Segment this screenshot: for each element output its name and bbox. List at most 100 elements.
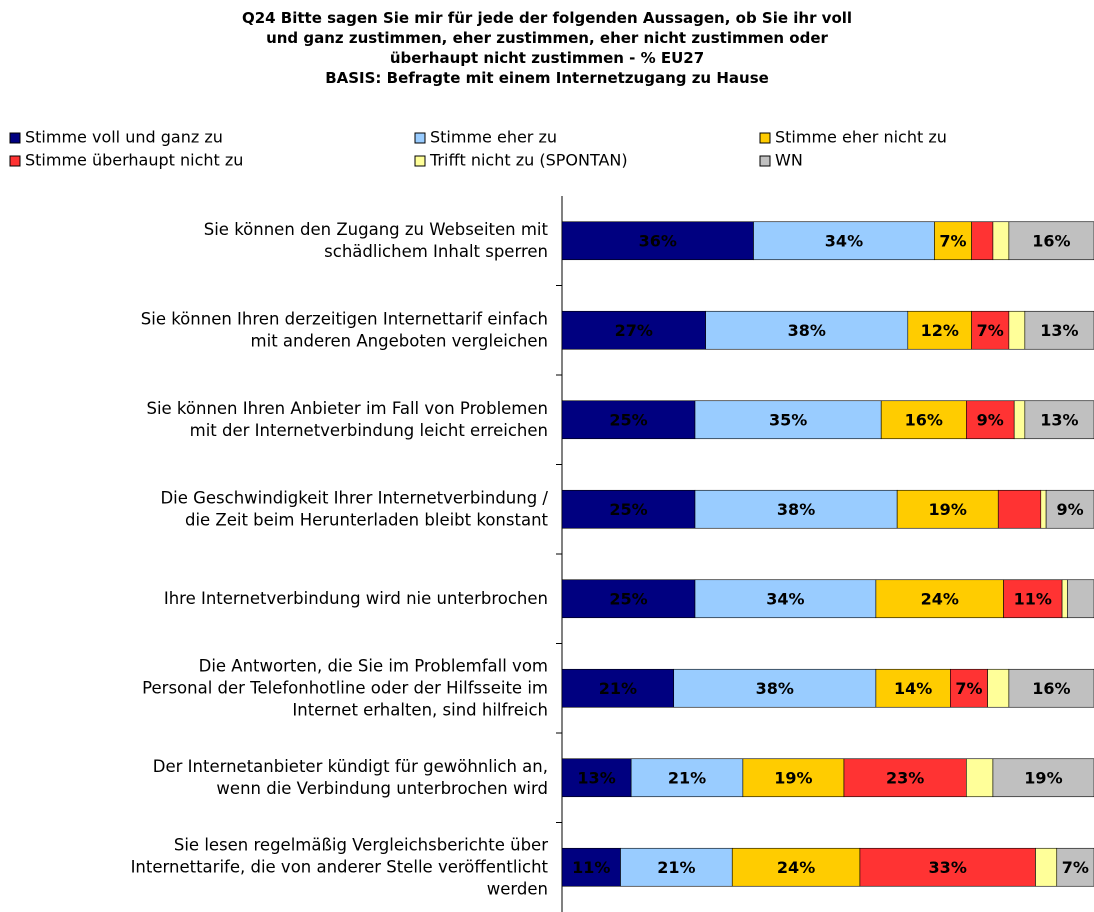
bar-segment [1045,489,1094,529]
value-label: 11% [572,858,610,877]
value-label: 25% [609,410,647,429]
bar-segment [971,221,994,261]
bar-segment [934,221,972,261]
chart-title: Q24 Bitte sagen Sie mir für jede der fol… [242,9,852,87]
value-label: 24% [777,858,815,877]
bar-segment [561,668,675,708]
bar-segment [880,400,967,440]
bar-segment [971,310,1010,350]
value-label: 13% [577,768,615,787]
value-label: 13% [1040,410,1078,429]
value-label: 16% [1032,679,1070,698]
value-label: 24% [921,589,959,608]
bar-segment [1024,310,1094,350]
bar-segment [950,668,988,708]
value-label: 7% [977,321,1004,340]
value-label: 25% [609,589,647,608]
category-label: Sie können Ihren Anbieter im Fall von Pr… [146,398,548,439]
bar-segment [705,310,909,350]
legend-swatch [759,132,771,144]
value-label: 38% [756,679,794,698]
bar-segment [694,400,882,440]
bar-segment [1008,310,1026,350]
bar-segment [1003,579,1063,619]
bar-segment [1008,668,1094,708]
legend-swatch [414,155,426,167]
bar-segment [1024,400,1094,440]
bar-segment [966,400,1015,440]
bar-segment [694,489,898,529]
value-label: 16% [1032,231,1070,250]
legend-swatch [759,155,771,167]
bar-segment [561,221,754,261]
bar-segment [742,758,845,798]
bar-segment [966,758,994,798]
legend-swatch [9,155,21,167]
value-label: 7% [955,679,982,698]
bar-segment [987,668,1010,708]
bar-segment [1040,489,1047,529]
legend-label: Stimme voll und ganz zu [25,128,223,147]
value-label: 27% [615,321,653,340]
category-label: Der Internetanbieter kündigt für gewöhnl… [153,756,548,797]
category-label: Die Geschwindigkeit Ihrer Internetverbin… [160,488,548,529]
category-label: Die Antworten, die Sie im Problemfall vo… [142,656,548,719]
bar-segment [620,847,733,887]
value-label: 23% [886,768,924,787]
value-label: 7% [939,231,966,250]
value-label: 11% [1014,589,1052,608]
bar-segment [992,758,1094,798]
value-label: 12% [921,321,959,340]
value-label: 19% [1024,768,1062,787]
value-label: 34% [766,589,804,608]
category-label: Sie können den Zugang zu Webseiten mit sc… [204,219,549,260]
legend-label: Trifft nicht zu (SPONTAN) [429,151,628,170]
bar-segment [694,579,877,619]
bar-segment [561,310,706,350]
value-label: 25% [609,500,647,519]
bar-segment [896,489,999,529]
bar-segment [1008,221,1094,261]
value-label: 21% [657,858,695,877]
value-label: 7% [1062,858,1089,877]
bar-segment [907,310,972,350]
legend-label: Stimme überhaupt nicht zu [25,151,243,170]
value-label: 21% [668,768,706,787]
category-label: Sie können Ihren derzeitigen Internettar… [141,309,548,350]
bar-segment [1056,847,1094,887]
bar-segment [673,668,877,708]
value-label: 9% [1056,500,1083,519]
bar-segment [630,758,744,798]
bar-segment [561,579,696,619]
value-label: 33% [929,858,967,877]
bar-segment [561,400,696,440]
legend-label: WN [775,151,803,170]
category-label: Sie lesen regelmäßig Vergleichsberichte … [131,835,549,898]
bar-segment [859,847,1036,887]
value-label: 14% [894,679,932,698]
legend-swatch [414,132,426,144]
value-label: 36% [639,231,677,250]
value-label: 38% [777,500,815,519]
value-label: 19% [929,500,967,519]
value-label: 38% [788,321,826,340]
legend-label: Stimme eher zu [430,128,557,147]
bar-segment [731,847,861,887]
bar-segment [875,668,951,708]
value-label: 16% [905,410,943,429]
bar-segment [1067,579,1094,619]
category-label: Ihre Internetverbindung wird nie unterbr… [164,588,548,607]
value-label: 13% [1040,321,1078,340]
bar-segment [753,221,935,261]
bar-segment [843,758,967,798]
bar-segment [992,221,1010,261]
value-label: 34% [825,231,863,250]
value-label: 21% [599,679,637,698]
bar-segment [561,489,696,529]
value-label: 9% [977,410,1004,429]
legend-label: Stimme eher nicht zu [775,128,947,147]
legend-swatch [9,132,21,144]
bar-segment [1013,400,1026,440]
value-label: 19% [774,768,812,787]
